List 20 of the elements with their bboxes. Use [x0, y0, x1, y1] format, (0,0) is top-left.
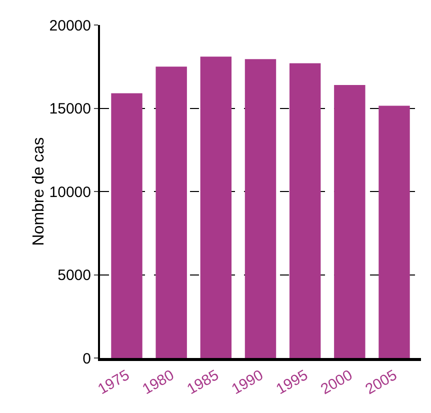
y-tick-label: 20000 — [49, 17, 91, 34]
y-axis-title: Nombre de cas — [30, 137, 48, 246]
bar — [111, 93, 142, 358]
bar — [244, 59, 276, 358]
x-tick-label: 1985 — [184, 366, 222, 398]
x-tick-label: 2000 — [318, 366, 356, 398]
y-tick-label: 0 — [82, 350, 91, 368]
x-tick-label: 1990 — [228, 366, 266, 398]
x-tick-label: 1980 — [140, 366, 178, 398]
bar — [289, 63, 321, 358]
bar — [334, 84, 366, 358]
y-tick-label: 15000 — [49, 100, 91, 118]
y-tick-label: 5000 — [58, 267, 91, 284]
bar — [156, 66, 187, 358]
bar — [378, 106, 410, 358]
x-tick-label: 1975 — [95, 366, 132, 398]
x-tick-label: 1995 — [273, 366, 311, 398]
x-tick-label: 2005 — [362, 366, 400, 398]
bar — [200, 56, 232, 358]
y-tick-label: 10000 — [49, 184, 91, 201]
